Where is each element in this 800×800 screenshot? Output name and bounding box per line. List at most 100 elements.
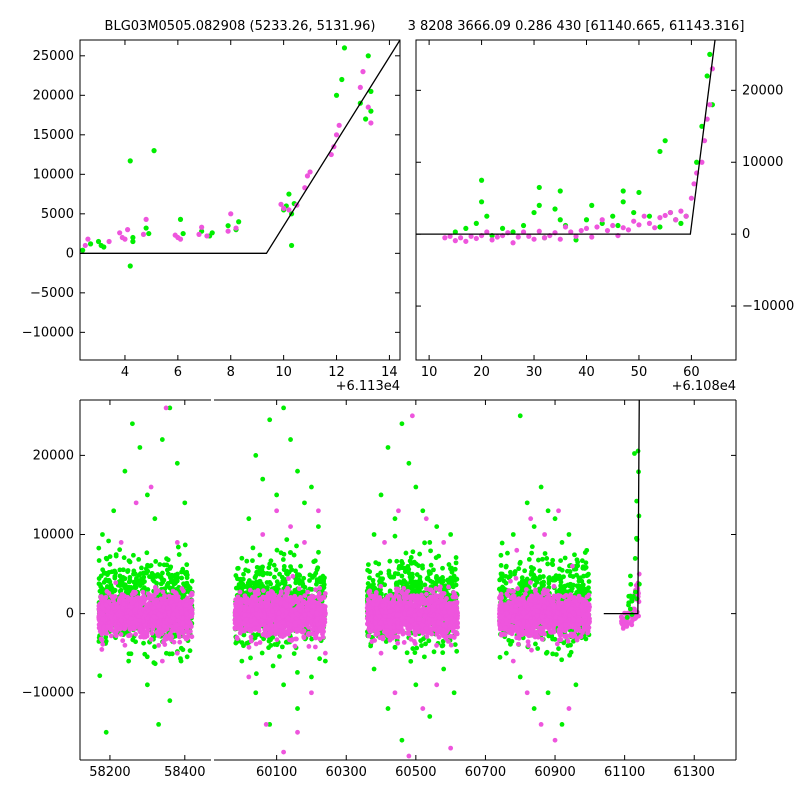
data-point-green: [127, 559, 133, 565]
data-point-green: [410, 549, 416, 555]
data-point-green: [151, 578, 157, 584]
x-tick-label: 20: [473, 365, 490, 380]
data-point-magenta: [691, 181, 697, 187]
data-point-green: [418, 580, 424, 585]
data-point-green: [117, 573, 123, 579]
data-point-magenta: [159, 658, 165, 664]
data-point-magenta: [255, 588, 261, 593]
data-point-magenta: [143, 605, 149, 611]
data-point-green: [408, 560, 414, 566]
data-point-green: [178, 645, 184, 651]
data-point-green: [277, 654, 282, 659]
data-point-green: [266, 645, 271, 651]
data-point-green: [179, 575, 185, 581]
x-tick-label: 10: [421, 365, 438, 380]
data-point-green: [280, 557, 286, 562]
model-curve: [80, 40, 400, 254]
data-point-green: [557, 188, 563, 194]
data-point-magenta: [184, 624, 190, 629]
data-point-green: [416, 563, 421, 569]
data-point-green: [437, 577, 443, 583]
x-tick-label: 60: [683, 365, 700, 380]
data-point-magenta: [294, 596, 299, 602]
data-point-magenta: [121, 601, 127, 607]
data-point-green: [272, 574, 277, 580]
data-point-magenta: [304, 607, 310, 612]
data-point-magenta: [132, 607, 138, 613]
data-point-green: [252, 635, 258, 641]
y-tick-label: 5000: [41, 207, 74, 222]
x-tick-label: 40: [578, 365, 595, 380]
data-point-green: [399, 565, 405, 571]
data-point-green: [127, 263, 133, 269]
data-point-magenta: [99, 637, 105, 643]
data-point-magenta: [99, 594, 104, 600]
data-point-green: [259, 650, 265, 656]
data-point-green: [142, 579, 147, 584]
data-point-green: [439, 643, 445, 649]
data-point-green: [365, 562, 371, 568]
data-point-magenta: [136, 618, 142, 623]
data-point-green: [180, 566, 186, 572]
data-point-green: [182, 500, 188, 506]
data-point-green: [130, 234, 136, 241]
data-point-magenta: [573, 233, 579, 239]
data-point-magenta: [113, 580, 119, 586]
data-point-green: [678, 220, 684, 226]
data-point-green: [158, 581, 164, 587]
data-point-green: [144, 550, 150, 556]
data-point-green: [309, 484, 314, 490]
data-point-magenta: [631, 218, 637, 224]
data-point-magenta: [174, 540, 180, 545]
data-point-magenta: [282, 632, 288, 638]
data-point-magenta: [242, 605, 247, 611]
data-point-magenta: [288, 622, 294, 628]
data-point-green: [152, 516, 158, 522]
data-point-magenta: [281, 628, 287, 634]
data-point-green: [267, 579, 272, 585]
data-point-green: [164, 556, 169, 562]
data-point-green: [100, 532, 105, 537]
data-point-green: [281, 567, 287, 573]
data-point-magenta: [179, 626, 185, 632]
data-point-magenta: [269, 623, 275, 628]
data-point-magenta: [263, 721, 269, 727]
data-point-green: [106, 584, 112, 590]
data-point-magenta: [118, 632, 124, 637]
data-point-magenta: [269, 593, 275, 599]
data-point-magenta: [188, 592, 194, 598]
data-point-magenta: [314, 610, 319, 616]
data-point-green: [620, 188, 626, 194]
data-point-green: [292, 587, 298, 593]
data-point-magenta: [309, 627, 315, 632]
data-point-magenta: [333, 132, 340, 138]
data-point-magenta: [604, 227, 611, 234]
data-point-green: [144, 682, 150, 688]
data-point-green: [426, 638, 432, 644]
data-point-magenta: [85, 236, 91, 242]
data-point-green: [291, 552, 297, 558]
data-point-magenta: [308, 619, 314, 625]
data-point-magenta: [173, 597, 179, 603]
data-point-green: [144, 492, 150, 498]
data-point-magenta: [463, 238, 469, 244]
data-point-green: [120, 567, 126, 573]
data-point-green: [425, 575, 431, 581]
data-point-magenta: [253, 641, 259, 647]
data-point-green: [87, 241, 94, 247]
data-point-green: [422, 540, 427, 546]
data-point-green: [165, 571, 171, 577]
data-point-magenta: [252, 620, 258, 626]
data-point-magenta: [185, 629, 191, 635]
data-point-green: [408, 555, 414, 560]
data-point-green: [478, 199, 485, 205]
y-tick-label: −10000: [22, 325, 74, 340]
data-point-green: [392, 645, 398, 650]
data-point-magenta: [122, 236, 128, 242]
data-point-magenta: [411, 638, 417, 644]
x-tick-label: 12: [328, 365, 345, 380]
data-point-magenta: [662, 212, 668, 219]
data-point-green: [250, 545, 256, 551]
data-point-magenta: [536, 228, 542, 234]
data-point-green: [167, 651, 172, 657]
